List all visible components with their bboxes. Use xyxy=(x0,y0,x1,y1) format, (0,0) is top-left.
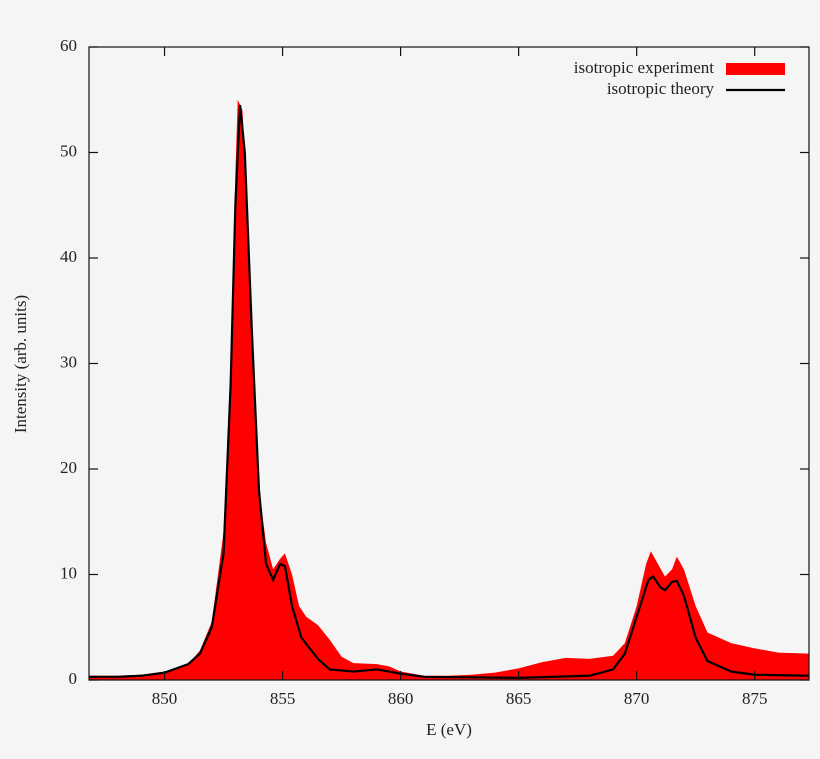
x-tick-label: 850 xyxy=(152,689,178,708)
legend-label: isotropic theory xyxy=(607,79,715,98)
y-tick-label: 10 xyxy=(60,563,77,582)
experiment-area xyxy=(89,99,809,680)
legend-label: isotropic experiment xyxy=(574,58,714,77)
plot-frame xyxy=(88,46,810,681)
y-tick-label: 0 xyxy=(69,669,78,688)
y-tick-label: 30 xyxy=(60,352,77,371)
theory-line xyxy=(89,104,810,679)
x-tick-label: 875 xyxy=(742,689,768,708)
y-tick-label: 60 xyxy=(60,36,77,55)
y-tick-label: 50 xyxy=(60,141,77,160)
x-axis-label: E (eV) xyxy=(426,720,472,739)
y-tick-label: 20 xyxy=(60,458,77,477)
x-tick-label: 865 xyxy=(506,689,532,708)
x-tick-label: 870 xyxy=(624,689,650,708)
y-tick-label: 40 xyxy=(60,247,77,266)
x-tick-label: 855 xyxy=(270,689,296,708)
y-axis-label: Intensity (arb. units) xyxy=(11,295,30,433)
x-tick-label: 860 xyxy=(388,689,414,708)
legend-swatch xyxy=(726,63,785,75)
